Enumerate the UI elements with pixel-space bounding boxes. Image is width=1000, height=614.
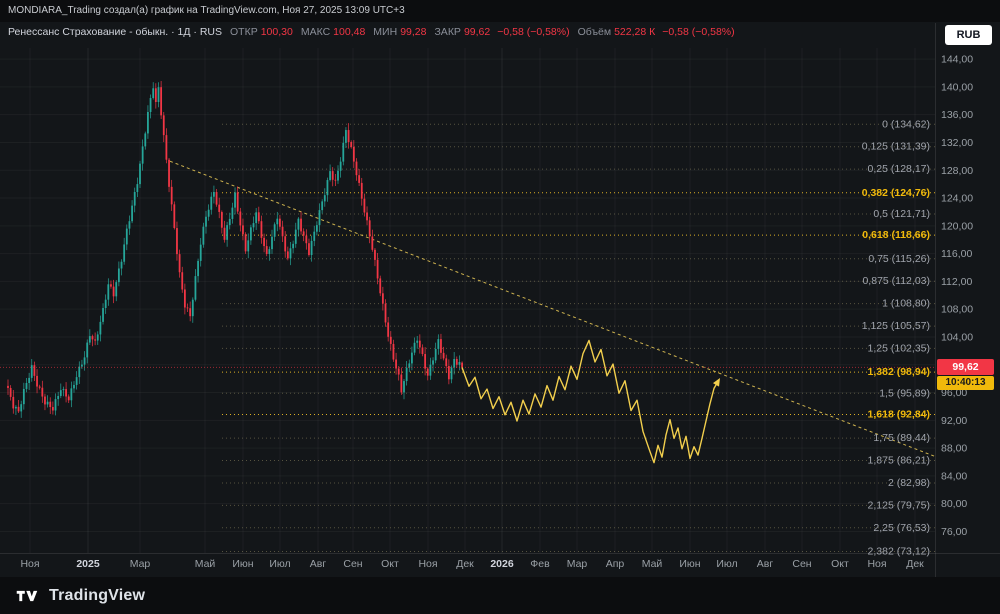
legend: Ренессанс Страхование - обыкн. · 1Д · RU… (8, 26, 735, 38)
footer-bar: TradingView (0, 577, 1000, 614)
legend-field-label: МАКС (300, 26, 331, 38)
fib-label: 1,75 (89,44) (873, 432, 930, 444)
price-tick-label: 80,00 (941, 498, 967, 510)
price-tick-label: 104,00 (941, 331, 973, 343)
time-tick-label: Ноя (867, 558, 886, 570)
trendline[interactable] (169, 160, 936, 457)
fib-label: 0,25 (128,17) (868, 163, 930, 175)
time-tick-label: 2025 (76, 558, 100, 570)
tradingview-mark-icon (16, 590, 38, 601)
price-tick-label: 112,00 (941, 276, 972, 288)
time-tick-label: Дек (456, 558, 474, 570)
fib-label: 1,25 (102,35) (868, 342, 930, 354)
price-tick-label: 132,00 (941, 137, 973, 149)
time-tick-label: Июн (232, 558, 253, 570)
time-tick-label: Авг (310, 558, 327, 570)
time-tick-label: Окт (831, 558, 849, 570)
time-tick-label: Ноя (418, 558, 437, 570)
price-tick-label: 120,00 (941, 220, 973, 232)
fib-label: 0,5 (121,71) (873, 208, 930, 220)
projection-arrow-head (712, 377, 720, 387)
time-tick-label: Июл (269, 558, 290, 570)
price-tick-label: 96,00 (941, 387, 967, 399)
price-tick-label: 116,00 (941, 248, 972, 260)
legend-fields: ОТКР 100,30 МАКС 100,48 МИН 99,28 ЗАКР 99,62 −0,… (222, 26, 735, 38)
fib-label: 1,5 (95,89) (879, 387, 930, 399)
price-tick-label: 136,00 (941, 109, 973, 121)
fib-label: 0 (134,62) (882, 118, 930, 130)
legend-field-value: 100,30 (260, 26, 293, 38)
time-tick-label: Авг (757, 558, 774, 570)
legend-volume-value: 522,28 К (614, 26, 656, 38)
legend-field-value: 99,28 (400, 26, 427, 38)
time-tick-label: Апр (606, 558, 625, 570)
price-tick-label: 84,00 (941, 470, 967, 482)
fib-label: 2,25 (76,53) (873, 522, 930, 534)
time-tick-label: Май (642, 558, 663, 570)
time-tick-label: Июн (679, 558, 700, 570)
currency-button[interactable]: RUB (945, 25, 992, 45)
symbol-title[interactable]: Ренессанс Страхование - обыкн. · 1Д · RU… (8, 26, 222, 38)
attribution-text: MONDIARA_Trading создал(а) график на Tra… (8, 5, 405, 16)
time-tick-label: Окт (381, 558, 399, 570)
fib-labels: 0 (134,62) 0,125 (131,39) 0,25 (128,17) 0,3… (862, 118, 930, 557)
last-price-label: 99,62 (937, 359, 994, 376)
time-axis[interactable]: Ноя 2025 Мар Май Июн Июл Авг Сен Окт Ноя Дек 2026 Фе… (20, 558, 924, 570)
legend-field-label: ЗАКР (434, 26, 461, 38)
grid (0, 48, 935, 553)
projection-path[interactable] (461, 339, 719, 464)
fib-label: 2 (82,98) (888, 477, 930, 489)
price-tick-label: 140,00 (941, 81, 973, 93)
fib-label: 1 (108,80) (882, 298, 930, 310)
legend-field-label: ОТКР (230, 26, 258, 38)
legend-field-value: 99,62 (463, 26, 491, 38)
price-tick-label: 92,00 (941, 415, 967, 427)
attribution-bar: MONDIARA_Trading создал(а) график на Tra… (0, 0, 1000, 22)
fib-label: 1,382 (98,94) (868, 366, 930, 378)
legend-volume-change: −0,58 (−0,58%) (662, 26, 735, 38)
legend-field-label: МИН (373, 26, 398, 38)
fib-label: 0,75 (115,26) (868, 253, 930, 265)
time-tick-label: Дек (906, 558, 924, 570)
tradingview-logo[interactable]: TradingView (12, 585, 145, 607)
time-tick-label: Ноя (20, 558, 39, 570)
fib-label: 0,618 (118,66) (862, 229, 930, 241)
time-tick-label: 2026 (490, 558, 514, 570)
fib-label: 2,382 (73,12) (868, 545, 930, 557)
legend-field-value: 100,48 (333, 26, 366, 38)
price-axis[interactable]: 144,00 140,00 136,00 132,00 128,00 124,00 120,… (941, 54, 973, 538)
candles-series (7, 80, 463, 418)
time-tick-label: Сен (343, 558, 362, 570)
price-tick-label: 128,00 (941, 165, 973, 177)
bar-countdown-label: 10:40:13 (937, 375, 994, 390)
time-tick-label: Сен (792, 558, 811, 570)
fib-label: 0,875 (112,03) (862, 275, 930, 287)
fib-label: 1,875 (86,21) (868, 455, 930, 467)
time-tick-label: Май (195, 558, 216, 570)
fib-label: 0,125 (131,39) (862, 141, 930, 153)
legend-volume-label: Объём (577, 26, 612, 38)
price-tick-label: 108,00 (941, 304, 973, 316)
fib-label: 1,618 (92,84) (868, 408, 930, 420)
price-tick-label: 124,00 (941, 193, 973, 205)
tradingview-wordmark: TradingView (49, 586, 146, 604)
legend-change: −0,58 (−0,58%) (497, 26, 570, 38)
price-tick-label: 144,00 (941, 54, 973, 66)
fib-label: 2,125 (79,75) (868, 499, 930, 511)
time-tick-label: Мар (567, 558, 588, 570)
time-tick-label: Мар (130, 558, 151, 570)
fib-label: 0,382 (124,76) (862, 187, 930, 199)
fib-label: 1,125 (105,57) (862, 320, 930, 332)
time-tick-label: Июл (716, 558, 737, 570)
fib-retracement[interactable] (222, 123, 935, 552)
price-tick-label: 76,00 (941, 526, 967, 538)
price-tick-label: 88,00 (941, 443, 967, 455)
time-tick-label: Фев (530, 558, 550, 570)
